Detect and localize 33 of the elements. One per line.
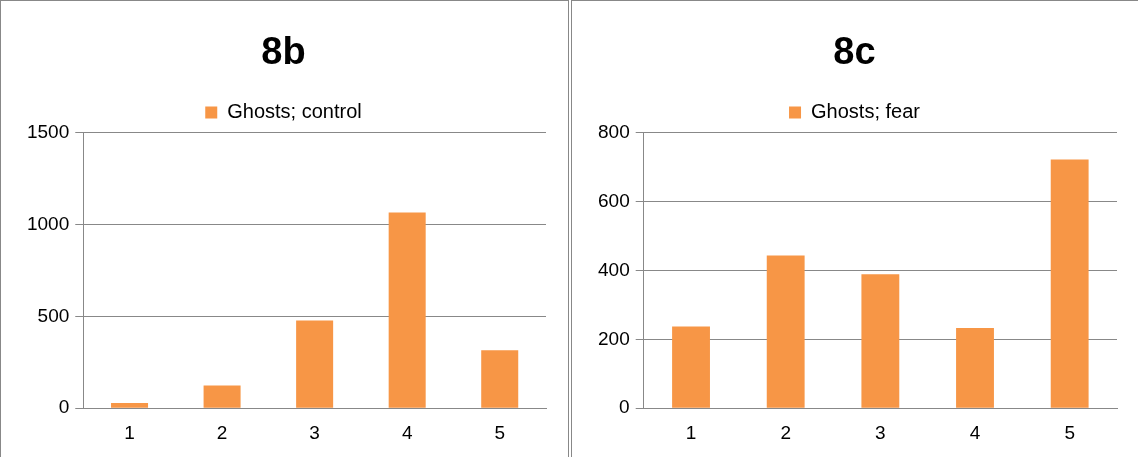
x-tick-label: 3	[875, 421, 886, 443]
x-tick-label: 4	[401, 421, 413, 443]
chart-title: 8b	[261, 30, 306, 73]
bar	[672, 326, 710, 408]
bar	[111, 403, 149, 408]
y-tick-label: 200	[598, 327, 630, 349]
bar	[1050, 159, 1089, 408]
bar	[296, 320, 334, 408]
y-tick-label: 0	[58, 396, 70, 418]
bar	[388, 212, 426, 408]
bar	[766, 255, 805, 408]
chart-title: 8c	[833, 30, 876, 73]
bar	[203, 385, 241, 408]
x-tick-label: 2	[216, 421, 228, 443]
x-tick-label: 5	[494, 421, 506, 443]
y-tick-label: 1000	[26, 212, 70, 234]
x-tick-label: 1	[124, 421, 135, 443]
x-tick-label: 4	[969, 421, 981, 443]
bar	[861, 274, 900, 408]
x-tick-label: 2	[780, 421, 791, 443]
y-tick-label: 1500	[26, 120, 70, 142]
x-tick-label: 5	[1064, 421, 1075, 443]
x-tick-label: 3	[309, 421, 320, 443]
y-tick-label: 800	[598, 120, 630, 142]
y-tick-label: 500	[37, 304, 70, 326]
y-tick-label: 600	[598, 189, 630, 211]
bar	[956, 327, 994, 408]
legend-label: Ghosts; control	[227, 100, 362, 123]
y-tick-label: 400	[598, 258, 630, 280]
x-tick-label: 1	[685, 421, 697, 443]
legend-label: Ghosts; fear	[811, 100, 921, 123]
y-tick-label: 0	[619, 396, 630, 418]
bar	[481, 350, 519, 408]
